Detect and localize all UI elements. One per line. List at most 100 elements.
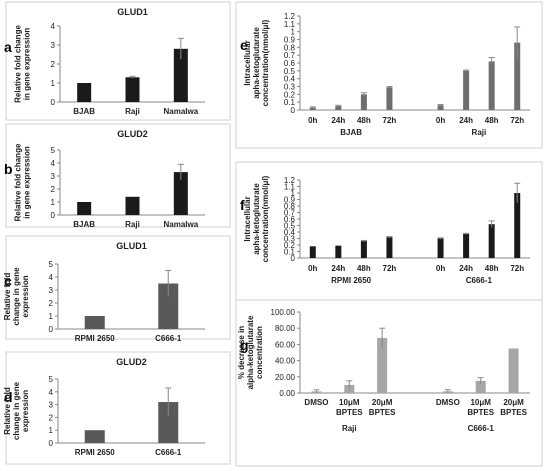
panel-a-ylabel-line: in gene expression [23, 28, 32, 101]
panel-f-ytick-label: 0.2 [284, 241, 296, 250]
panel-a-ylabel: Relative fold changein gene expression [14, 25, 32, 103]
panel-d-ytick-label: 2 [49, 413, 54, 422]
panel-a-bar [77, 83, 92, 102]
panel-e-frame [235, 1, 543, 149]
panel-c-bar [84, 316, 105, 329]
panel-e-ytick-label: 0.5 [284, 67, 296, 76]
panel-c-ylabel-line: change in gene [12, 267, 21, 326]
panel-e-ytick-label: 0 [291, 106, 296, 115]
panel-e-category-label: 72h [383, 116, 397, 125]
panel-g-frame [235, 299, 543, 467]
panel-f-ytick-label: 0.6 [284, 215, 296, 224]
panel-c-frame [5, 235, 231, 340]
panel-g-ytick-label: 0.00 [279, 389, 295, 398]
panel-b-ytick-label: 2 [51, 185, 56, 194]
panel-e-category-label: 0h [308, 116, 317, 125]
panel-b-ylabel: Relative fold changein gene expression [14, 143, 32, 221]
panel-a-title: GLUD1 [117, 7, 148, 17]
panel-e-ytick-label: 0.2 [284, 90, 296, 99]
panel-c-letter: c [4, 273, 12, 289]
panel-f-ylabel-line: Intracellular [243, 196, 252, 241]
panel-g-group-label: C666-1 [468, 424, 495, 433]
panel-c-ylabel: Relative foldchange in geneexpression [3, 267, 30, 326]
panel-f-bar [309, 246, 316, 258]
panel-g-letter: g [240, 337, 249, 353]
panel-c-ytick-label: 1 [49, 312, 54, 321]
panel-g-category-label: DMSO [304, 398, 328, 407]
panel-b-ytick-label: 3 [51, 172, 56, 181]
panel-b-frame [5, 123, 231, 228]
panel-f-category-label: 72h [510, 264, 524, 273]
panel-f-letter: f [240, 197, 245, 213]
panel-d-title: GLUD2 [116, 357, 147, 367]
panel-b-ytick-label: 5 [51, 146, 56, 155]
panel-a-category-label: Raji [125, 107, 140, 116]
panel-b-ylabel-line: in gene expression [23, 146, 32, 219]
panel-d-ylabel: Relative foldchange in geneexpression [3, 381, 30, 440]
panel-f-group-label: RPMI 2650 [331, 276, 372, 285]
panel-g-bar [475, 380, 486, 393]
panel-g-category-label: BPTES [500, 408, 527, 417]
panel-e-bar [360, 94, 367, 110]
panel-b-bar [125, 196, 140, 215]
panel-f-ytick-label: 0 [291, 254, 296, 263]
panel-g-ytick-label: 40.00 [275, 357, 296, 366]
panel-e-bar [309, 107, 316, 110]
panel-g-category-label: 20μM [503, 398, 524, 407]
panel-a-letter: a [4, 39, 12, 55]
panel-g-ytick-label: 100.00 [271, 308, 296, 317]
panel-f-group-label: C666-1 [466, 276, 493, 285]
panel-d-ytick-label: 3 [49, 401, 54, 410]
panel-d-ylabel-line: Relative fold [3, 387, 12, 435]
panel-a-ytick-label: 0 [51, 98, 56, 107]
panel-g-category-label: DMSO [436, 398, 460, 407]
panel-f-ytick-label: 0.5 [284, 222, 296, 231]
panel-g-group-label: Raji [342, 424, 357, 433]
panel-f-ytick-label: 0.1 [284, 248, 296, 257]
panel-g-category-label: BPTES [336, 408, 363, 417]
panel-f-category-label: 0h [308, 264, 317, 273]
panel-e-bar [514, 42, 521, 111]
panel-f-bar [488, 224, 495, 258]
panel-b-ytick-label: 1 [51, 198, 56, 207]
panel-f-ytick-label: 0.9 [284, 196, 296, 205]
panel-e-ytick-label: 1 [291, 28, 296, 37]
panel-b-ylabel-line: Relative fold change [14, 143, 23, 221]
panel-g-category-label: 10μM [339, 398, 360, 407]
panel-d-bar [84, 430, 105, 443]
panel-a-category-label: BJAB [73, 107, 95, 116]
panel-f-ytick-label: 1.2 [284, 176, 296, 185]
panel-f-bar [437, 238, 444, 258]
panel-c-bar [158, 283, 179, 329]
panel-b-bar [173, 172, 188, 215]
panel-e-ytick-label: 0.9 [284, 36, 296, 45]
panel-a-ytick-label: 3 [51, 41, 56, 50]
panel-b-ytick-label: 4 [51, 159, 56, 168]
panel-f-ylabel-line: concentration(nmol/μl) [261, 175, 270, 262]
panel-g-category-label: BPTES [369, 408, 396, 417]
panel-c-ytick-label: 2 [49, 299, 54, 308]
panel-c-ylabel-line: Relative fold [3, 273, 12, 321]
panel-e-ylabel-line: apha-ketoglutarate [252, 27, 261, 99]
panel-g-ytick-label: 80.00 [275, 324, 296, 333]
panel-e-ytick-label: 0.4 [284, 75, 296, 84]
panel-f-bar [463, 233, 470, 258]
panel-g-ylabel-line: % decrease in [237, 326, 246, 379]
panel-e-ylabel-line: concentration(nmol/μl) [261, 19, 270, 106]
panel-e-category-label: 24h [331, 116, 345, 125]
panel-e-letter: e [240, 37, 248, 53]
panel-f-ylabel-line: apha-ketoglutarate [252, 183, 261, 255]
panel-a-ytick-label: 1 [51, 79, 56, 88]
panel-g-ylabel-line: concentration [255, 326, 264, 379]
panel-f-ytick-label: 1.1 [284, 183, 296, 192]
panel-g-bar [377, 337, 388, 393]
panel-d-ylabel-line: change in gene [12, 381, 21, 440]
panel-f-bar [335, 245, 342, 258]
panel-d-ytick-label: 4 [49, 388, 54, 397]
panel-e-category-label: 48h [485, 116, 499, 125]
panel-e-ytick-label: 1.2 [284, 12, 296, 21]
panel-c-ytick-label: 5 [49, 260, 54, 269]
panel-g-ylabel-line: alpha-ketoglutarate [246, 315, 255, 389]
panel-f-bar [360, 241, 367, 258]
